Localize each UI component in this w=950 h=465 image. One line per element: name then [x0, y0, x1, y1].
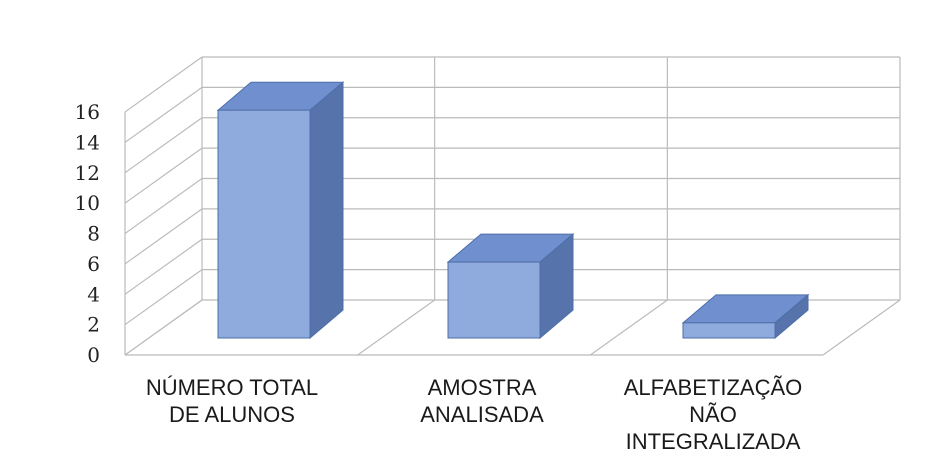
chart-bars: [216, 81, 810, 340]
bar-1: [216, 81, 345, 340]
y-tick-label: 0: [87, 343, 100, 367]
bar-side-face: [309, 81, 344, 340]
y-axis-ticks: 0 2 4 6 8 10 12 14 16: [75, 100, 100, 367]
gridline-side: [124, 178, 203, 234]
x-category-label: AMOSTRA ANALISADA: [420, 375, 544, 427]
gridline-side: [124, 147, 203, 204]
y-tick-label: 14: [75, 130, 100, 154]
bar-3: [681, 293, 810, 340]
x-category-label: ALFABETIZAÇÃO NÃO INTEGRALIZADA: [624, 375, 803, 454]
gridline-side: [124, 208, 203, 265]
gridline-side: [124, 269, 203, 326]
floor-depth-line: [357, 299, 436, 356]
floor-depth-line: [589, 299, 668, 356]
y-tick-label: 10: [75, 191, 100, 215]
bar-2: [446, 232, 575, 340]
floor-depth-line: [124, 299, 203, 356]
bar-front-face: [217, 109, 311, 339]
floor-depth-line: [822, 299, 901, 356]
x-axis-labels: NÚMERO TOTAL DE ALUNOS AMOSTRA ANALISADA ALF…: [146, 375, 802, 454]
y-tick-label: 8: [87, 222, 100, 246]
bar-front-face: [682, 322, 776, 339]
y-tick-label: 16: [75, 100, 100, 124]
gridline-side: [124, 86, 203, 143]
gridline-side: [124, 117, 203, 174]
y-tick-label: 6: [87, 252, 100, 276]
y-tick-label: 4: [87, 282, 100, 306]
x-category-label: NÚMERO TOTAL DE ALUNOS: [146, 375, 318, 427]
gridline-side: [124, 56, 203, 113]
y-tick-label: 2: [87, 313, 100, 337]
gridline-side: [124, 238, 203, 295]
bar-front-face: [447, 261, 541, 339]
y-tick-label: 12: [75, 161, 100, 185]
